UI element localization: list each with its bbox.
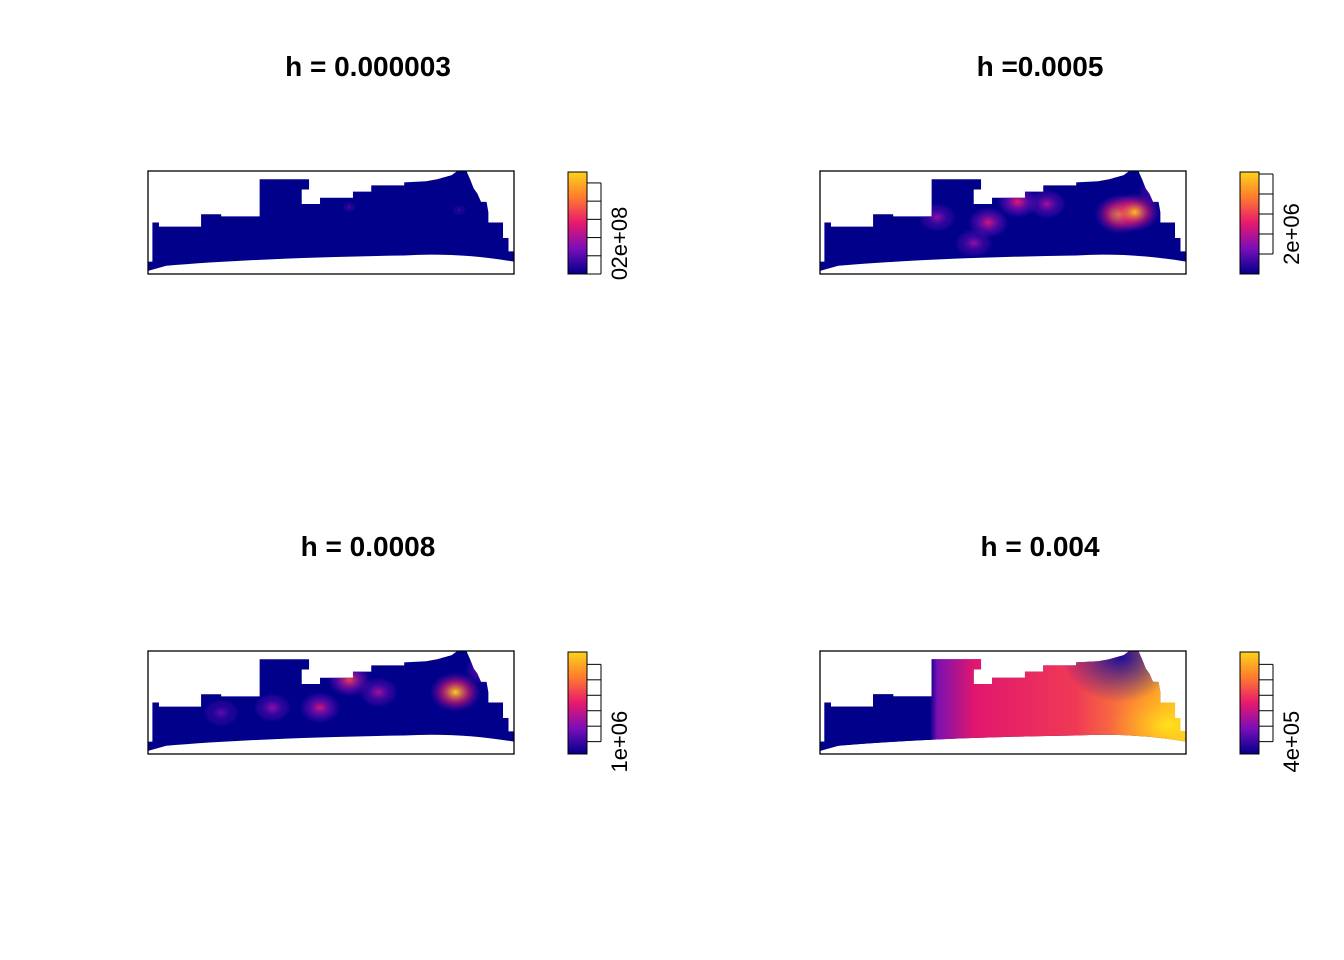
panel-2: h =0.0005 2e+06: [819, 51, 1304, 275]
panel-title: h =0.0005: [977, 51, 1104, 82]
colorbar: 1e+06: [567, 651, 632, 773]
colorbar-scale: [1239, 171, 1260, 275]
heatmap-hotspot: [299, 692, 341, 724]
heatmap-region: [148, 171, 514, 271]
colorbar: 4e+05: [1239, 651, 1304, 773]
heatmap-hotspot: [359, 677, 398, 707]
map-frame: [819, 170, 1187, 275]
heatmap-hotspot: [429, 672, 482, 713]
heatmap-hotspot: [464, 654, 505, 685]
heatmap-hotspot: [203, 699, 239, 727]
heatmap-hotspot: [253, 693, 292, 723]
heatmap-hotspot: [342, 202, 356, 213]
colorbar-scale: [567, 171, 588, 275]
panel-title: h = 0.000003: [285, 51, 451, 82]
map-frame: [147, 170, 515, 275]
colorbar-scale: [567, 651, 588, 755]
panel-3: h = 0.0008 1e+06: [147, 531, 632, 773]
colorbar: 02e+08: [567, 171, 632, 280]
colorbar-tick-label: 2e+08: [607, 207, 632, 269]
heatmap-hotspot: [1109, 192, 1161, 232]
colorbar-tick-label: 4e+05: [1279, 711, 1304, 773]
heatmap-hotspot: [452, 205, 466, 216]
heatmap-hotspot: [1138, 177, 1176, 207]
map-frame: [819, 650, 1187, 755]
heatmap-hotspot: [1027, 189, 1067, 219]
colorbar-tick-label: 0: [607, 268, 632, 280]
colorbar: 2e+06: [1239, 171, 1304, 275]
panel-1: h = 0.000003 02e+08: [147, 51, 632, 280]
panel-4: h = 0.004 4e+05: [819, 531, 1304, 773]
colorbar-tick-label: 2e+06: [1279, 203, 1304, 265]
heatmap-blob: [1109, 686, 1186, 751]
heatmap-hotspot: [918, 202, 956, 232]
heatmap-hotspot: [955, 228, 993, 258]
map-frame: [147, 650, 515, 755]
heatmap-region: [820, 651, 1186, 751]
colorbar-scale: [1239, 651, 1260, 755]
panel-title: h = 0.004: [980, 531, 1100, 562]
heatmap-region: [820, 171, 1186, 271]
heatmap-region: [148, 651, 514, 751]
heatmap-blob: [1061, 651, 1179, 703]
heatmap-base: [148, 171, 514, 271]
colorbar-tick-label: 1e+06: [607, 711, 632, 773]
panel-title: h = 0.0008: [301, 531, 436, 562]
